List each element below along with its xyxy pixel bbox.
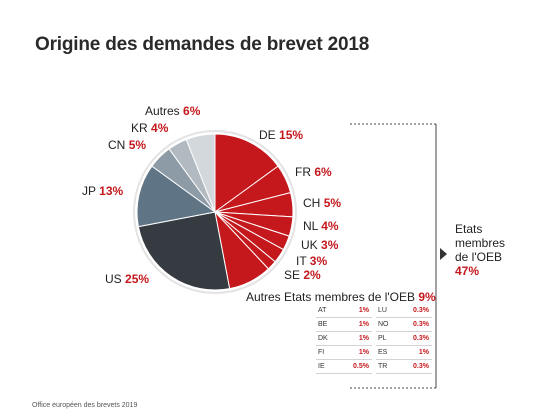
label-de-pct: 15% — [279, 128, 303, 142]
table-pct: 1% — [359, 335, 369, 342]
table-country: TR — [378, 363, 387, 370]
label-jp: JP 13% — [82, 184, 123, 198]
epo-group-pct: 47% — [455, 264, 505, 278]
label-it-name: IT — [296, 254, 306, 268]
footer: Office européen des brevets 2019 — [32, 402, 137, 409]
table-row: LU 0.3% — [376, 306, 432, 318]
table-country: ES — [378, 349, 387, 356]
label-de: DE 15% — [259, 128, 303, 142]
label-kr: KR 4% — [131, 121, 168, 135]
label-uk-pct: 3% — [321, 238, 338, 252]
label-de-name: DE — [259, 128, 276, 142]
label-kr-name: KR — [131, 121, 148, 135]
epo-group-line2: membres — [455, 236, 505, 250]
label-cn: CN 5% — [108, 138, 146, 152]
label-autres: Autres 6% — [145, 104, 200, 118]
label-fr: FR 6% — [295, 165, 332, 179]
label-se-pct: 2% — [303, 268, 320, 282]
label-fr-pct: 6% — [314, 165, 331, 179]
label-ch: CH 5% — [303, 196, 341, 210]
epo-group-line1: Etats — [455, 222, 505, 236]
label-autres-name: Autres — [145, 104, 180, 118]
label-uk: UK 3% — [301, 238, 338, 252]
label-us: US 25% — [105, 272, 149, 286]
label-it: IT 3% — [296, 254, 327, 268]
label-ch-pct: 5% — [324, 196, 341, 210]
label-nl-name: NL — [303, 219, 318, 233]
epo-group-line3: de l'OEB — [455, 250, 505, 264]
label-other-epo-pct: 9% — [418, 290, 435, 304]
table-pct: 0.5% — [353, 363, 369, 370]
table-pct: 1% — [359, 349, 369, 356]
table-pct: 0.3% — [413, 363, 429, 370]
table-pct: 1% — [359, 321, 369, 328]
table-country: LU — [378, 307, 387, 314]
label-nl: NL 4% — [303, 219, 339, 233]
label-se-name: SE — [284, 268, 300, 282]
label-cn-pct: 5% — [129, 138, 146, 152]
table-pct: 0.3% — [413, 335, 429, 342]
table-country: DK — [318, 335, 328, 342]
label-autres-pct: 6% — [183, 104, 200, 118]
table-country: IE — [318, 363, 325, 370]
label-jp-pct: 13% — [99, 184, 123, 198]
table-country: PL — [378, 335, 387, 342]
label-kr-pct: 4% — [151, 121, 168, 135]
table-row: BE 1% — [316, 320, 372, 332]
epo-group-label: Etats membres de l'OEB 47% — [455, 222, 505, 278]
table-row: FI 1% — [316, 348, 372, 360]
table-row: NO 0.3% — [376, 320, 432, 332]
table-pct: 0.3% — [413, 307, 429, 314]
label-us-pct: 25% — [125, 272, 149, 286]
table-row: DK 1% — [316, 334, 372, 346]
label-ch-name: CH — [303, 196, 320, 210]
label-fr-name: FR — [295, 165, 311, 179]
label-nl-pct: 4% — [321, 219, 338, 233]
table-row: TR 0.3% — [376, 362, 432, 374]
table-row: AT 1% — [316, 306, 372, 318]
label-cn-name: CN — [108, 138, 125, 152]
table-pct: 1% — [419, 349, 429, 356]
label-us-name: US — [105, 272, 122, 286]
label-other-epo-name: Autres Etats membres de l'OEB — [246, 290, 415, 304]
label-se: SE 2% — [284, 268, 321, 282]
table-country: BE — [318, 321, 327, 328]
table-country: AT — [318, 307, 326, 314]
table-country: FI — [318, 349, 324, 356]
table-row: ES 1% — [376, 348, 432, 360]
label-uk-name: UK — [301, 238, 318, 252]
table-country: NO — [378, 321, 389, 328]
table-row: PL 0.3% — [376, 334, 432, 346]
table-pct: 0.3% — [413, 321, 429, 328]
label-jp-name: JP — [82, 184, 96, 198]
label-it-pct: 3% — [310, 254, 327, 268]
table-row: IE 0.5% — [316, 362, 372, 374]
label-other-epo: Autres Etats membres de l'OEB 9% — [246, 290, 436, 304]
table-pct: 1% — [359, 307, 369, 314]
